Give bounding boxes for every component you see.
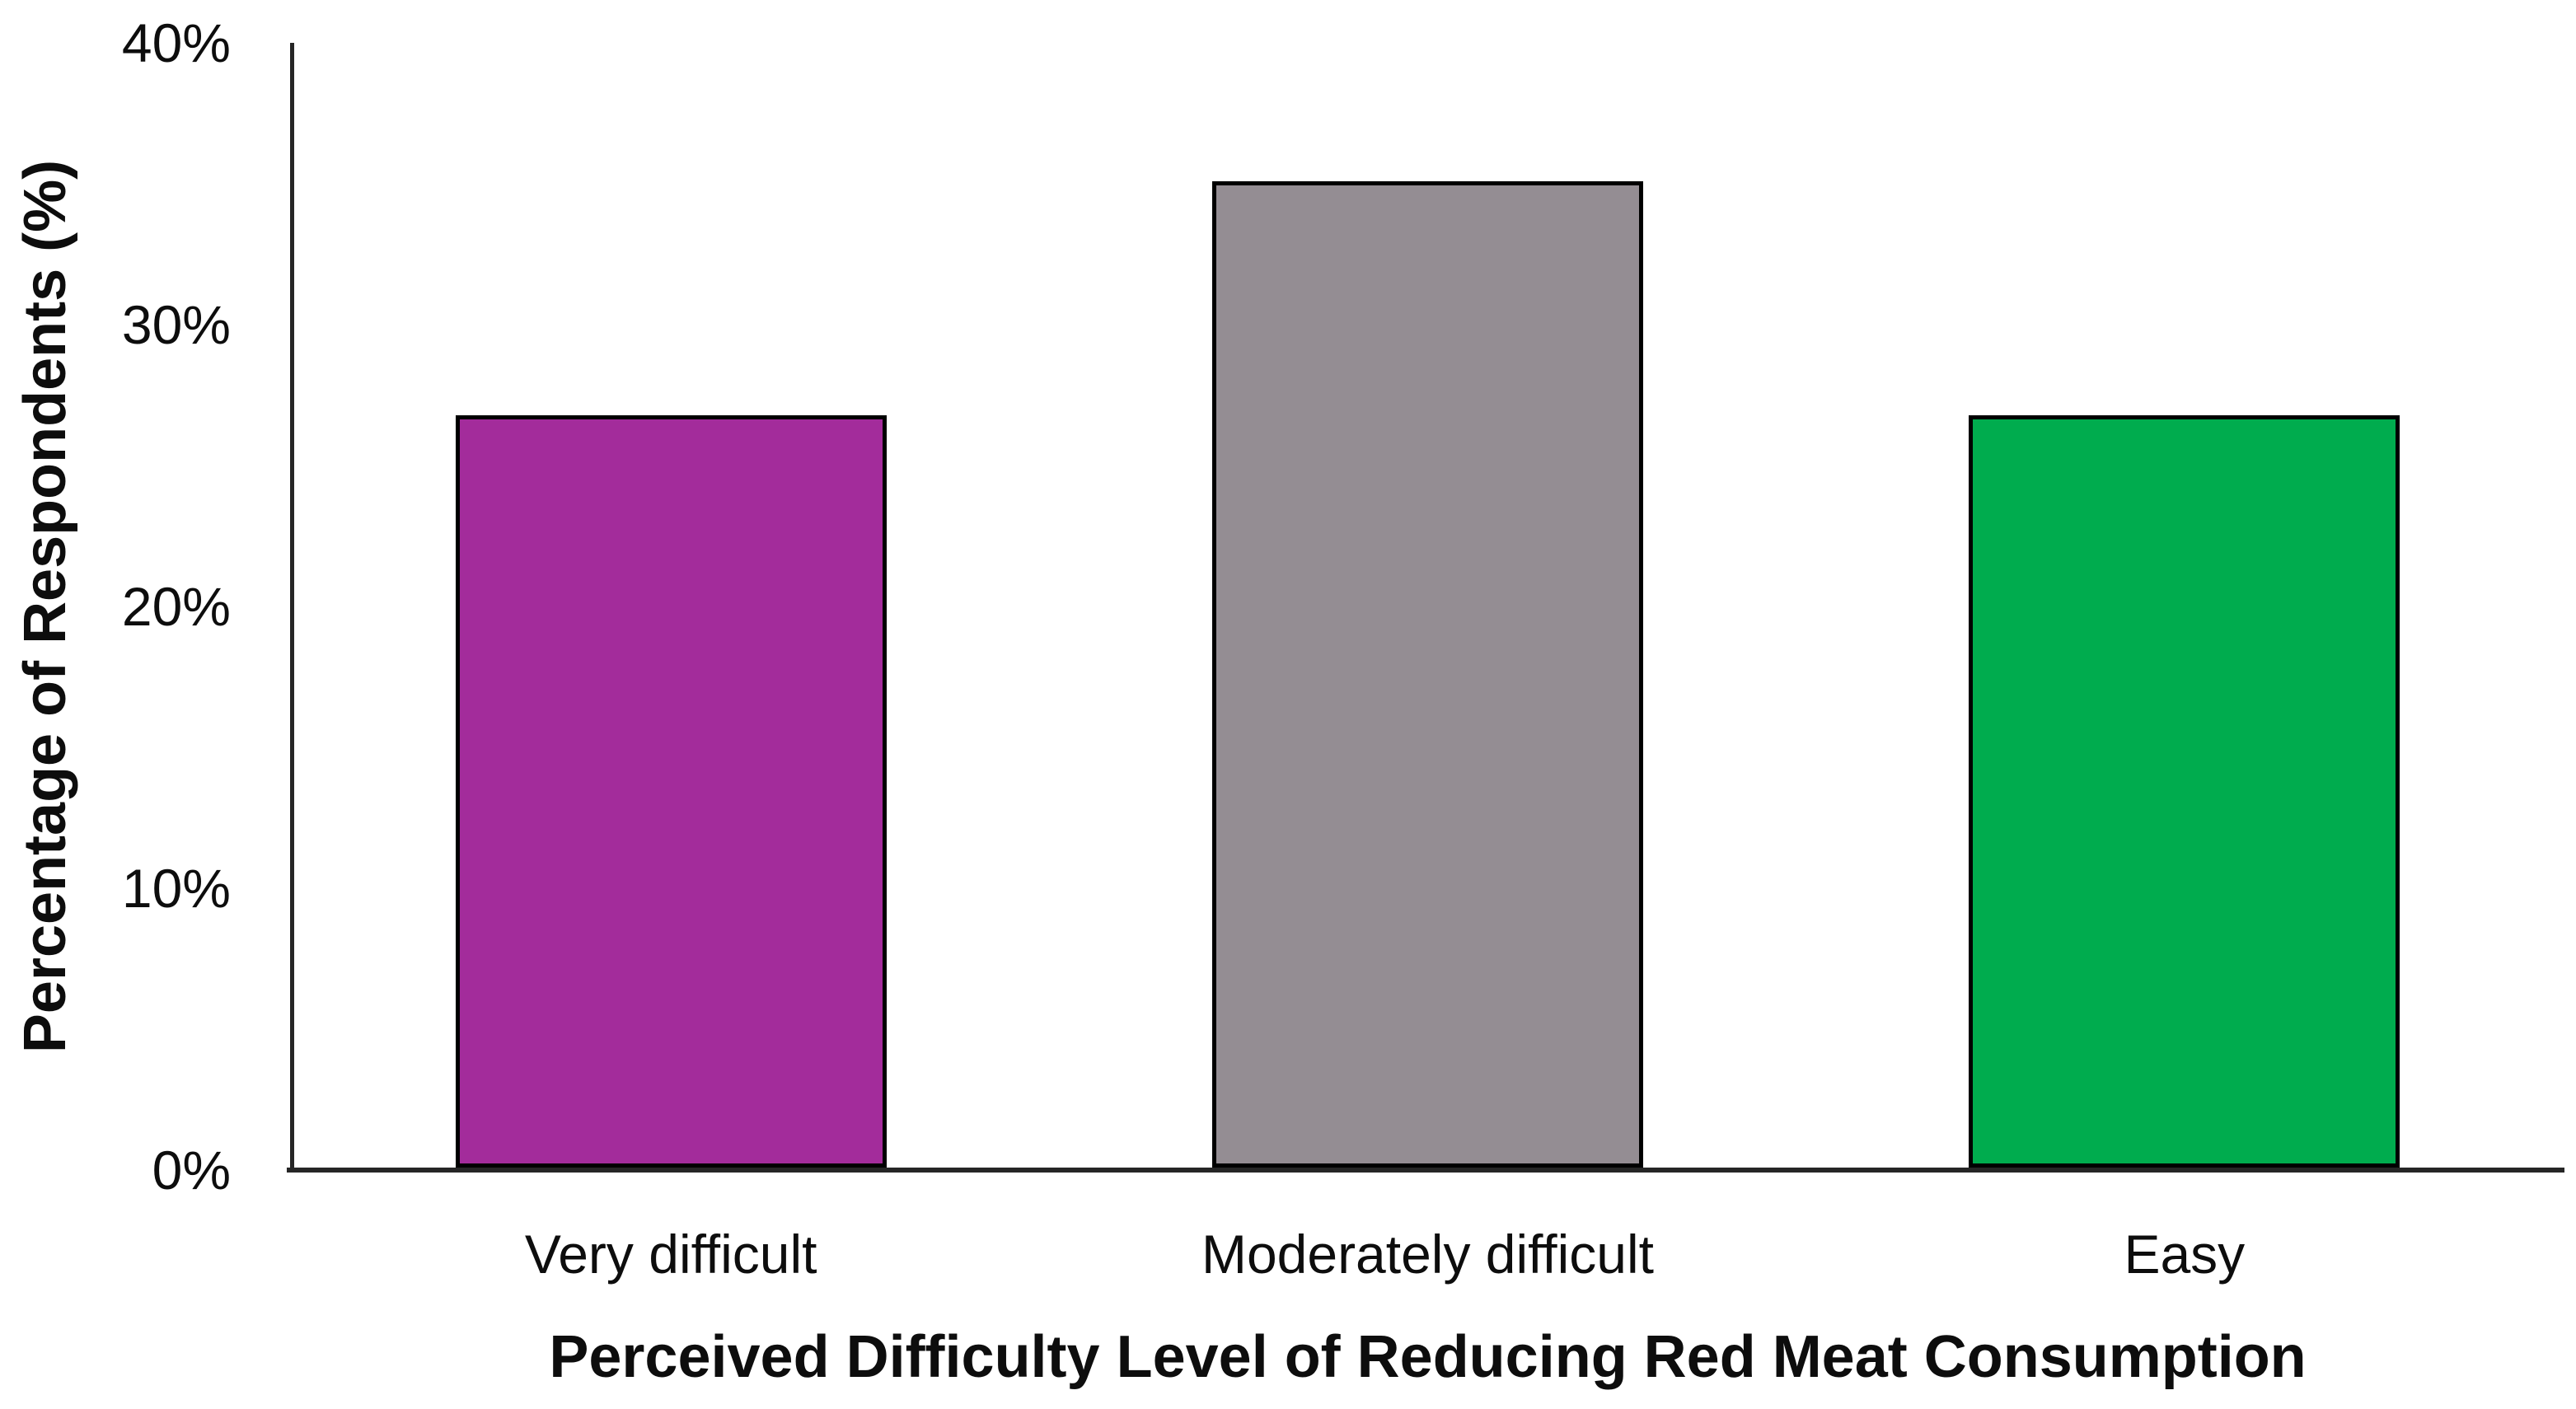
x-category-label-very-difficult: Very difficult	[524, 1224, 817, 1285]
y-tick-label-40: 40%	[121, 12, 231, 73]
y-tick-label-20: 20%	[121, 576, 231, 637]
bar-easy	[1969, 414, 2400, 1168]
y-tick-label-10: 10%	[121, 858, 231, 919]
bar-very-difficult	[455, 414, 887, 1168]
x-axis-title: Perceived Difficulty Level of Reducing R…	[549, 1324, 2307, 1390]
x-category-label-easy: Easy	[2124, 1224, 2246, 1285]
y-axis-line	[290, 43, 294, 1170]
x-axis-line	[287, 1168, 2564, 1173]
y-tick-label-0: 0%	[152, 1140, 231, 1201]
x-category-label-moderately-difficult: Moderately difficult	[1201, 1224, 1655, 1285]
y-tick-label-30: 30%	[121, 294, 231, 355]
bar-moderately-difficult	[1212, 181, 1643, 1168]
